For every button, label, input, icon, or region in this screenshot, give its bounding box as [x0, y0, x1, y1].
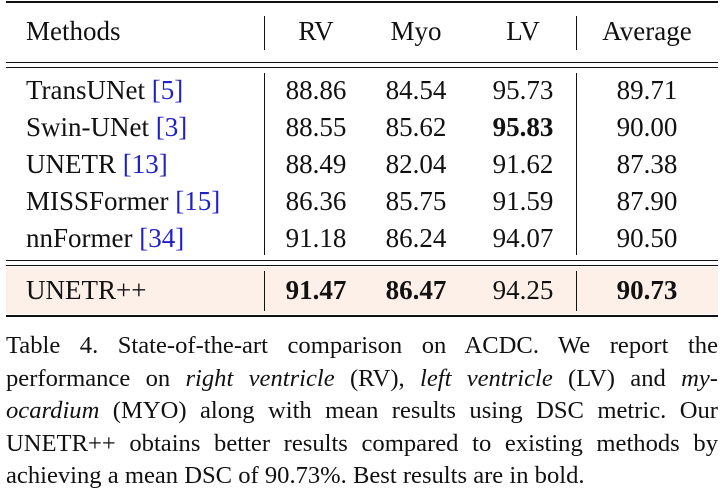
cell-avg-best: 90.73 [616, 275, 678, 305]
citation-link[interactable]: 13 [131, 149, 159, 179]
top-rule [6, 1, 718, 3]
header-lv: LV [506, 16, 540, 46]
caption-line: Table 4. State-of-the-art comparison on … [6, 332, 718, 359]
cell-lv: 91.59 [492, 186, 554, 216]
citation-link[interactable]: 15 [184, 186, 212, 216]
cell-avg: 90.00 [616, 112, 678, 142]
method-name: MISSFormer [26, 186, 169, 216]
cell-avg: 89.71 [616, 75, 678, 105]
cell-myo: 84.54 [385, 75, 447, 105]
caption-line: UNETR++ obtains better results compared … [6, 429, 718, 457]
col-sep-last-2 [576, 271, 577, 311]
citation-link[interactable]: 34 [148, 223, 176, 253]
col-sep-body-1 [264, 73, 265, 255]
cell-rv: 91.18 [285, 223, 347, 253]
cell-rv: 88.49 [285, 149, 347, 179]
cell-myo-best: 86.47 [385, 275, 447, 305]
table-caption: Table 4. State-of-the-art comparison on … [6, 330, 718, 493]
cell-avg: 87.38 [616, 149, 678, 179]
header-rule-2 [6, 67, 718, 68]
header-methods: Methods [26, 16, 121, 46]
bottom-rule [6, 315, 718, 317]
cell-rv: 88.86 [285, 75, 347, 105]
cell-lv: 91.62 [492, 149, 554, 179]
method-name: TransUNet [26, 75, 146, 105]
body-rule-1 [6, 260, 718, 261]
method-name: Swin-UNet [26, 112, 149, 142]
table-row-method: Swin-UNet [3] [26, 112, 188, 142]
method-name: UNETR [26, 149, 116, 179]
citation-link[interactable]: 3 [164, 112, 179, 142]
col-sep-last-1 [264, 271, 265, 311]
cell-lv-best: 95.83 [492, 112, 554, 142]
cell-myo: 86.24 [385, 223, 447, 253]
cell-avg: 90.50 [616, 223, 678, 253]
method-name: nnFormer [26, 223, 133, 253]
cell-myo: 85.75 [385, 186, 447, 216]
cell-avg: 87.90 [616, 186, 678, 216]
cell-lv: 94.25 [492, 275, 554, 305]
table-row-method: UNETR [13] [26, 149, 168, 179]
header-rv: RV [298, 16, 334, 46]
cell-rv-best: 91.47 [285, 275, 347, 305]
table-row-method: nnFormer [34] [26, 223, 185, 253]
caption-line: ocardium (MYO) along with mean results u… [6, 397, 718, 425]
cell-rv: 86.36 [285, 186, 347, 216]
cell-myo: 85.62 [385, 112, 447, 142]
table-row-method: TransUNet [5] [26, 75, 184, 105]
table-row-method: MISSFormer [15] [26, 186, 221, 216]
header-rule-1 [6, 62, 718, 63]
caption-line: performance on right ventricle (RV), lef… [6, 364, 718, 392]
proposed-method-name: UNETR++ [26, 275, 147, 305]
header-myo: Myo [390, 16, 442, 46]
cell-lv: 94.07 [492, 223, 554, 253]
highlight-row-background [6, 267, 718, 314]
col-sep-header-1 [264, 16, 265, 50]
body-rule-2 [6, 265, 718, 266]
col-sep-body-2 [576, 73, 577, 255]
cell-myo: 82.04 [385, 149, 447, 179]
cell-lv: 95.73 [492, 75, 554, 105]
caption-line: achieving a mean DSC of 90.73%. Best res… [6, 462, 585, 490]
citation-link[interactable]: 5 [160, 75, 175, 105]
header-average: Average [602, 16, 692, 46]
cell-rv: 88.55 [285, 112, 347, 142]
col-sep-header-2 [576, 16, 577, 50]
